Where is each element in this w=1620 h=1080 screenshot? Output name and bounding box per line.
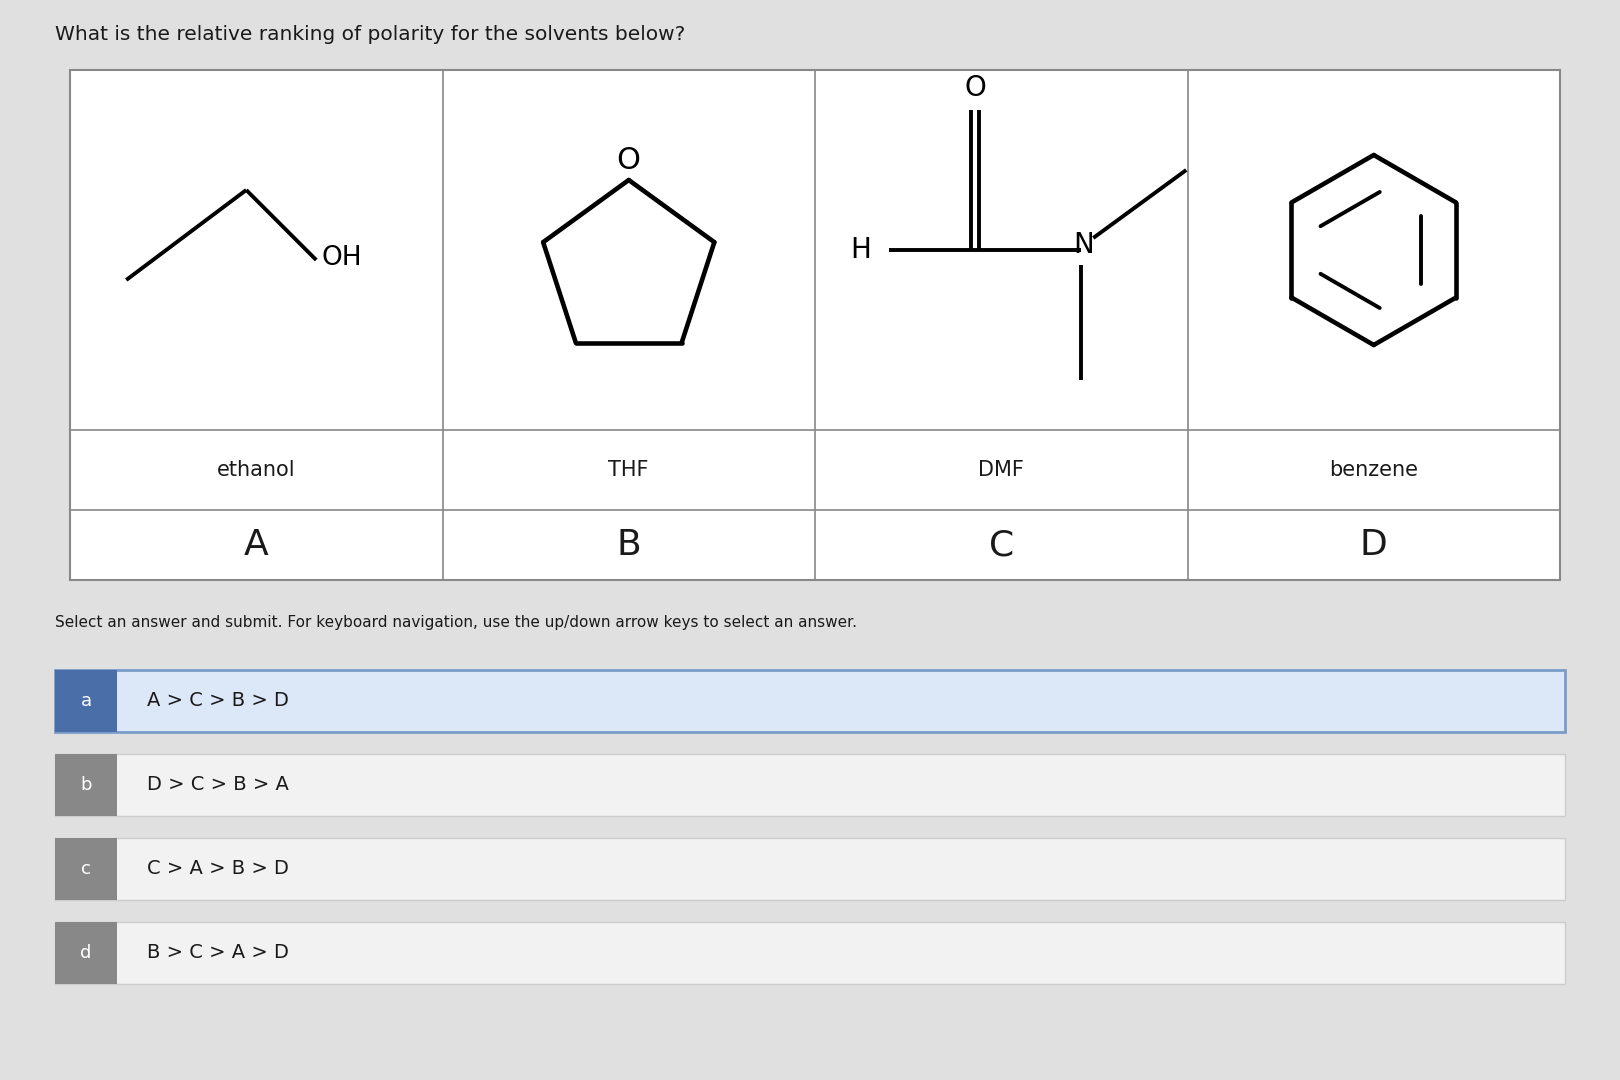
Text: H: H	[850, 237, 872, 264]
Text: C: C	[988, 528, 1014, 562]
Text: A: A	[245, 528, 269, 562]
Bar	[55, 922, 117, 984]
Text: a: a	[81, 692, 92, 710]
Text: B: B	[617, 528, 642, 562]
Text: O: O	[617, 146, 642, 175]
Text: THF: THF	[609, 460, 650, 480]
Bar	[55, 754, 117, 816]
Bar	[70, 70, 1560, 580]
Text: benzene: benzene	[1330, 460, 1418, 480]
Text: c: c	[81, 860, 91, 878]
Bar	[55, 670, 1565, 732]
Bar	[55, 670, 117, 732]
Text: D > C > B > A: D > C > B > A	[147, 775, 288, 795]
Bar	[55, 838, 1565, 900]
Text: D: D	[1359, 528, 1388, 562]
Text: DMF: DMF	[978, 460, 1024, 480]
Bar	[55, 754, 1565, 816]
Text: b: b	[81, 777, 92, 794]
Bar	[55, 838, 117, 900]
Text: d: d	[81, 944, 92, 962]
Text: N: N	[1072, 231, 1094, 259]
Text: O: O	[964, 75, 987, 102]
Bar	[55, 922, 1565, 984]
Text: ethanol: ethanol	[217, 460, 295, 480]
Text: B > C > A > D: B > C > A > D	[147, 944, 288, 962]
Text: What is the relative ranking of polarity for the solvents below?: What is the relative ranking of polarity…	[55, 25, 685, 44]
Text: A > C > B > D: A > C > B > D	[147, 691, 288, 711]
Text: C > A > B > D: C > A > B > D	[147, 860, 288, 878]
Text: OH: OH	[321, 245, 361, 271]
Text: Select an answer and submit. For keyboard navigation, use the up/down arrow keys: Select an answer and submit. For keyboar…	[55, 615, 857, 630]
